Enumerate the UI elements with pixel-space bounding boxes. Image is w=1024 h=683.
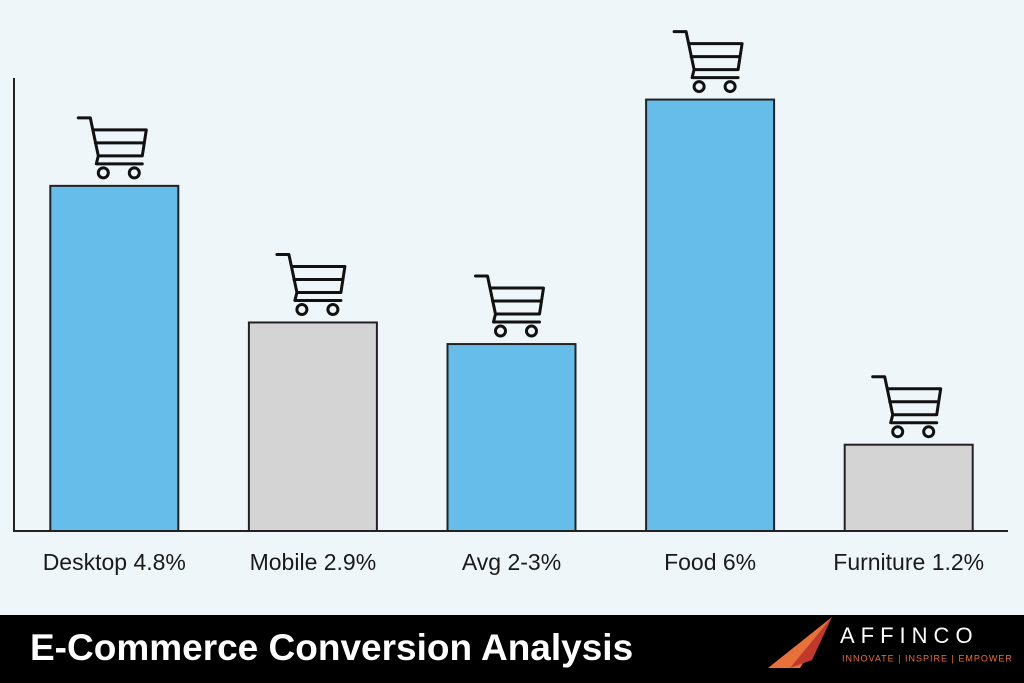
cart-wheel [96, 166, 110, 180]
cart-wheel [295, 302, 309, 316]
x-tick-label: Mobile 2.9% [250, 549, 377, 575]
x-tick-label: Food 6% [664, 549, 756, 575]
cart-wheel [127, 166, 141, 180]
logo-plane [768, 617, 832, 668]
cart-body [474, 274, 545, 324]
logo-plane-wing [790, 617, 832, 668]
x-tick-label: Avg 2-3% [462, 549, 561, 575]
bar [247, 321, 378, 532]
cart-wheel [494, 324, 507, 338]
chart-title: E-Commerce Conversion Analysis [30, 627, 633, 668]
cart-body [672, 30, 744, 80]
cart-wheel [326, 302, 340, 316]
cart-icon [275, 252, 347, 316]
cart-wheel [723, 80, 737, 94]
brand-logo: AFFINCO INNOVATE | INSPIRE | EMPOWER [768, 617, 1013, 668]
cart-body [275, 252, 347, 302]
cart-wheel [922, 425, 936, 439]
bar [49, 184, 180, 532]
brand-name: AFFINCO [840, 623, 979, 648]
cart-icon [871, 375, 943, 439]
bar [843, 443, 974, 533]
cart-wheel [692, 80, 706, 94]
brand-tagline: INNOVATE | INSPIRE | EMPOWER [842, 653, 1013, 663]
cart-wheel [525, 324, 538, 338]
x-tick-label: Furniture 1.2% [833, 549, 984, 575]
cart-body [76, 116, 148, 166]
x-tick-label: Desktop 4.8% [43, 549, 186, 575]
bar [446, 343, 577, 532]
cart-icon [474, 274, 545, 338]
bar [645, 98, 776, 532]
cart-wheel [891, 425, 905, 439]
cart-body [871, 375, 943, 425]
cart-icon [672, 30, 744, 94]
cart-icon [76, 116, 148, 180]
footer-banner [0, 615, 1024, 683]
